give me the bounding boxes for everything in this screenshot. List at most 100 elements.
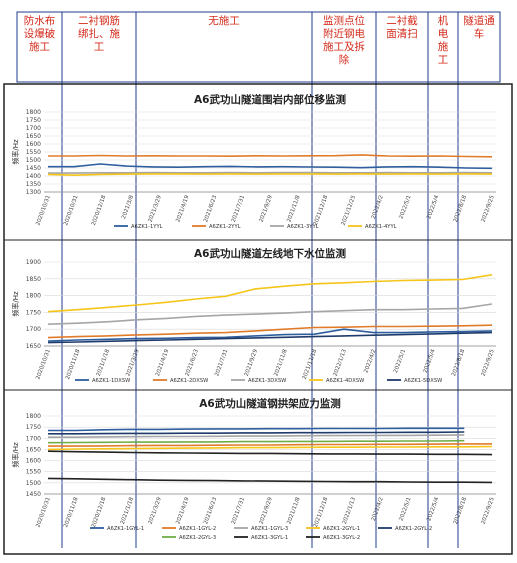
x-tick-label: 2021/1/18 — [120, 496, 135, 525]
y-axis-label: 频率/Hz — [11, 291, 20, 317]
x-tick-label: 2020/12/18 — [91, 194, 108, 226]
y-tick-label: 1550 — [26, 469, 41, 476]
legend-label: A6ZK1-4DXSW — [326, 378, 364, 384]
x-tick-label: 2022/4/2 — [371, 497, 385, 522]
y-tick-label: 1450 — [26, 165, 41, 172]
phase-box — [61, 11, 137, 83]
x-tick-label: 2022/4/2 — [363, 349, 377, 374]
legend-label: A6ZK1-2YYL — [209, 224, 241, 230]
y-tick-label: 1450 — [26, 491, 41, 498]
series-line-8 — [47, 477, 493, 484]
x-tick-label: 2021/9/29 — [259, 496, 274, 525]
series-line-1 — [47, 328, 493, 342]
x-tick-label: 2021/4/19 — [175, 496, 190, 525]
series-line-5 — [48, 431, 465, 435]
y-tick-label: 1800 — [26, 109, 41, 116]
y-tick-label: 1750 — [26, 117, 41, 124]
x-tick-label: 2020/10/31 — [35, 497, 51, 529]
y-tick-label: 1500 — [26, 157, 41, 164]
legend-label: A6ZK1-1GYL-2 — [179, 526, 216, 532]
x-tick-label: 2022/9/25 — [481, 194, 496, 223]
x-tick-label: 2021/12/25 — [341, 194, 358, 226]
series-line-2 — [48, 443, 492, 447]
x-tick-label: 2022/9/25 — [481, 496, 496, 525]
legend-label: A6ZK1-4YYL — [365, 224, 397, 230]
y-tick-label: 1350 — [26, 181, 41, 188]
legend-label: A6ZK1-3DXSW — [248, 378, 286, 384]
legend-label: A6ZK1-2GYL-2 — [395, 526, 432, 532]
x-tick-label: 2022/5/1 — [399, 195, 413, 220]
x-tick-label: 2021/11/8 — [286, 496, 301, 525]
chart-title: A6武功山隧道围岩内部位移监测 — [194, 93, 346, 106]
y-tick-label: 1500 — [26, 480, 41, 487]
x-tick-label: 2021/11/8 — [286, 194, 301, 223]
x-tick-label: 2022/8/18 — [453, 194, 468, 223]
figure-frame — [3, 83, 513, 555]
x-tick-label: 2022/5/1 — [399, 497, 413, 522]
y-tick-label: 1750 — [26, 424, 41, 431]
y-tick-label: 1300 — [26, 189, 41, 196]
x-tick-label: 2021/12/18 — [313, 496, 330, 528]
series-line-1 — [48, 163, 493, 170]
y-tick-label: 1750 — [26, 309, 41, 316]
phase-label: 二衬钢筋绑扎、施工 — [78, 14, 120, 53]
x-tick-label: 2021/11/8 — [273, 348, 288, 377]
x-tick-label: 2021/1/18 — [96, 348, 111, 377]
legend-label: A6ZK1-1GYL-3 — [251, 526, 288, 532]
chart-title: A6武功山隧道钢拱架应力监测 — [199, 397, 340, 410]
legend-label: A6ZK1-3GYL-1 — [251, 535, 288, 541]
y-tick-label: 1900 — [26, 259, 41, 266]
phase-box — [135, 11, 313, 83]
phase-label: 机电施工 — [438, 14, 449, 66]
phase-label: 监测点位附近钢电施工及拆除 — [323, 14, 365, 66]
y-tick-label: 1800 — [26, 293, 41, 300]
x-tick-label: 2020/12/18 — [91, 496, 108, 528]
x-tick-label: 2020/11/18 — [65, 348, 82, 380]
y-axis-label: 频率/Hz — [11, 139, 20, 165]
x-tick-label: 2020/10/31 — [35, 349, 51, 381]
y-tick-label: 1700 — [26, 326, 41, 333]
phase-label: 防水布设爆破施工 — [24, 14, 56, 53]
x-tick-label: 2022/4/2 — [371, 195, 385, 220]
x-tick-label: 2021/7/31 — [231, 195, 246, 224]
y-tick-label: 1600 — [26, 458, 41, 465]
y-tick-label: 1400 — [26, 173, 41, 180]
x-tick-label: 2022/9/25 — [481, 348, 496, 377]
legend-label: A6ZK1-1DXSW — [92, 378, 130, 384]
x-tick-label: 2021/3/29 — [148, 496, 163, 525]
y-axis-label: 频率/Hz — [11, 442, 20, 468]
series-line-2 — [48, 154, 493, 158]
phase-label: 二衬截面清扫 — [386, 14, 418, 40]
x-tick-label: 2021/6/23 — [203, 194, 218, 223]
x-tick-label: 2021/4/19 — [155, 348, 170, 377]
series-line-3 — [48, 171, 493, 174]
x-tick-label: 2022/1/13 — [342, 496, 357, 525]
x-tick-label: 2021/3/8 — [121, 194, 135, 220]
x-tick-label: 2021/6/23 — [185, 348, 200, 377]
series-line-4 — [47, 274, 493, 313]
legend-label: A6ZK1-2DXSW — [170, 378, 208, 384]
x-tick-label: 2022/5/1 — [393, 349, 407, 374]
series-line-4 — [47, 445, 493, 451]
series-line-3 — [48, 434, 465, 438]
x-tick-label: 2022/1/13 — [333, 348, 348, 377]
x-tick-label: 2022/8/18 — [453, 496, 468, 525]
series-line-3 — [47, 303, 493, 325]
legend-label: A6ZK1-1GYL-1 — [107, 526, 144, 532]
x-tick-label: 2021/3/29 — [148, 194, 163, 223]
x-tick-label: 2020/11/18 — [63, 496, 80, 528]
y-tick-label: 1700 — [26, 125, 41, 132]
y-tick-label: 1550 — [26, 149, 41, 156]
x-tick-label: 2021/4/19 — [175, 194, 190, 223]
y-tick-label: 1650 — [26, 446, 41, 453]
series-line-1 — [48, 427, 465, 432]
legend-label: A6ZK1-3GYL-2 — [323, 535, 360, 541]
x-tick-label: 2020/10/31 — [35, 195, 51, 227]
phase-box — [427, 11, 459, 83]
phase-label: 隧道通车 — [463, 14, 495, 40]
series-line-2 — [47, 324, 493, 339]
